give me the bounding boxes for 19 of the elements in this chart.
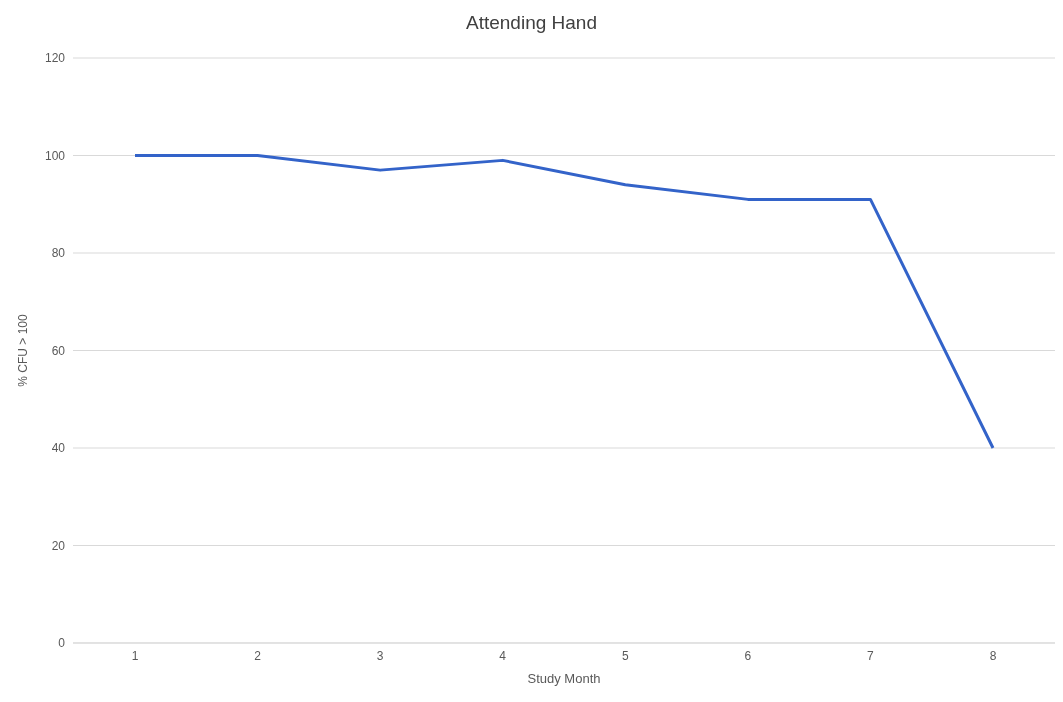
y-tick-label: 120 bbox=[44, 51, 66, 66]
y-tick-label: 80 bbox=[51, 246, 66, 261]
x-tick-label: 5 bbox=[621, 648, 629, 663]
x-tick-label: 4 bbox=[499, 648, 507, 663]
y-tick-label: 0 bbox=[58, 636, 66, 651]
x-tick-label: 6 bbox=[744, 648, 752, 663]
x-tick-label: 1 bbox=[131, 648, 139, 663]
x-tick-label: 3 bbox=[376, 648, 384, 663]
y-axis-title: % CFU > 100 bbox=[16, 314, 31, 387]
x-tick-label: 2 bbox=[254, 648, 262, 663]
y-tick-label: 40 bbox=[51, 441, 66, 456]
line-series bbox=[133, 154, 995, 450]
x-tick-label: 8 bbox=[989, 648, 997, 663]
x-tick-label: 7 bbox=[867, 648, 875, 663]
x-axis-title: Study Month bbox=[527, 671, 601, 686]
y-tick-label: 100 bbox=[44, 148, 66, 163]
chart-title: Attending Hand bbox=[465, 12, 598, 34]
y-tick-label: 60 bbox=[51, 343, 66, 358]
y-tick-label: 20 bbox=[51, 538, 66, 553]
